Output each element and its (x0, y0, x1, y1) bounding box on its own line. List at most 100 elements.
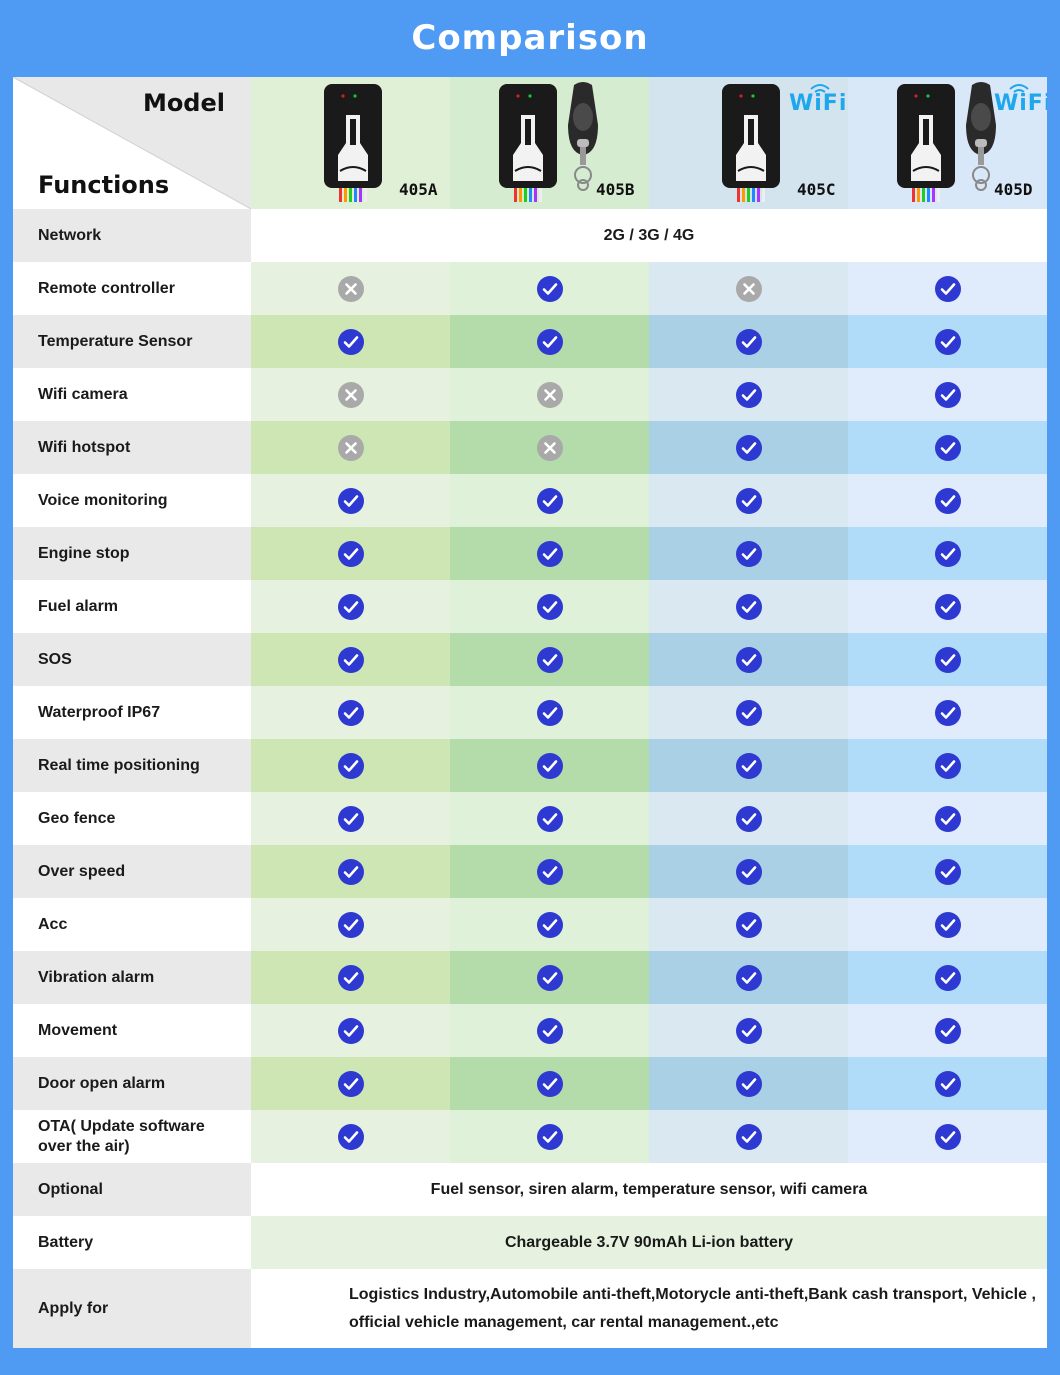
check-icon (934, 911, 961, 938)
wifi-signal-icon (1009, 84, 1029, 93)
cell-405d (848, 898, 1047, 951)
check-icon (337, 540, 364, 567)
row-label: SOS (13, 633, 251, 686)
corner-diagonal (13, 77, 251, 209)
cell-405a (251, 686, 450, 739)
row-label: Wifi hotspot (13, 421, 251, 474)
tracker-device-icon (897, 84, 955, 202)
cell-405c (649, 792, 848, 845)
check-icon (536, 752, 563, 779)
cell-405c (649, 686, 848, 739)
check-icon (934, 1017, 961, 1044)
wifi-signal-icon (810, 84, 830, 93)
cell-405d (848, 739, 1047, 792)
cell-405c (649, 262, 848, 315)
table-row: Door open alarm (13, 1057, 1047, 1110)
table-row: Geo fence (13, 792, 1047, 845)
cell-405c (649, 1004, 848, 1057)
cell-405d (848, 951, 1047, 1004)
check-icon (735, 911, 762, 938)
cell-405a (251, 368, 450, 421)
row-label: Temperature Sensor (13, 315, 251, 368)
row-label: Apply for (13, 1269, 251, 1348)
cell-405c (649, 1057, 848, 1110)
product-405b: 405B (450, 77, 649, 209)
cell-405b (450, 580, 649, 633)
row-label: Battery (13, 1216, 251, 1269)
wifi-label: WiFi (789, 91, 848, 116)
cell-405b (450, 368, 649, 421)
comparison-table: Model Functions 405A (13, 77, 1047, 1348)
cell-405a (251, 845, 450, 898)
cell-405a (251, 262, 450, 315)
table-row: Apply for Logistics Industry,Automobile a… (13, 1269, 1047, 1348)
check-icon (934, 328, 961, 355)
table-row: Temperature Sensor (13, 315, 1047, 368)
check-icon (536, 964, 563, 991)
check-icon (735, 964, 762, 991)
check-icon (934, 487, 961, 514)
cross-icon (536, 434, 563, 461)
span-value: 2G / 3G / 4G (251, 209, 1047, 262)
row-label: Voice monitoring (13, 474, 251, 527)
cell-405a (251, 474, 450, 527)
table-row: Network 2G / 3G / 4G (13, 209, 1047, 262)
remote-key-icon (966, 82, 996, 191)
remote-key-icon (568, 82, 598, 191)
cell-405c (649, 474, 848, 527)
cell-405b (450, 845, 649, 898)
cell-405d (848, 845, 1047, 898)
cell-405d (848, 792, 1047, 845)
span-value: Logistics Industry,Automobile anti-theft… (251, 1269, 1047, 1348)
row-label: Geo fence (13, 792, 251, 845)
cell-405a (251, 898, 450, 951)
tracker-device-icon (499, 84, 557, 202)
check-icon (536, 275, 563, 302)
table-row: Voice monitoring (13, 474, 1047, 527)
check-icon (536, 911, 563, 938)
check-icon (934, 699, 961, 726)
row-label: Remote controller (13, 262, 251, 315)
check-icon (536, 593, 563, 620)
cell-405c (649, 368, 848, 421)
cell-405d (848, 633, 1047, 686)
cell-405b (450, 474, 649, 527)
row-label: Network (13, 209, 251, 262)
check-icon (337, 805, 364, 832)
check-icon (337, 1017, 364, 1044)
check-icon (735, 858, 762, 885)
cell-405a (251, 315, 450, 368)
cell-405d (848, 368, 1047, 421)
cell-405a (251, 527, 450, 580)
table-row: SOS (13, 633, 1047, 686)
cell-405a (251, 739, 450, 792)
cell-405a (251, 792, 450, 845)
row-label: OTA( Update software over the air) (38, 1117, 205, 1155)
check-icon (735, 487, 762, 514)
product-name: 405D (994, 180, 1033, 199)
check-icon (337, 1070, 364, 1097)
check-icon (536, 1123, 563, 1150)
cell-405b (450, 951, 649, 1004)
cross-icon (337, 275, 364, 302)
cell-405d (848, 315, 1047, 368)
check-icon (536, 1070, 563, 1097)
table-row: OTA( Update software over the air) (13, 1110, 1047, 1163)
table-row: Acc (13, 898, 1047, 951)
check-icon (536, 646, 563, 673)
check-icon (536, 699, 563, 726)
row-label: Over speed (13, 845, 251, 898)
cell-405c (649, 739, 848, 792)
cross-icon (337, 381, 364, 408)
table-row: Real time positioning (13, 739, 1047, 792)
table-row: Battery Chargeable 3.7V 90mAh Li-ion batt… (13, 1216, 1047, 1269)
table-row: Wifi hotspot (13, 421, 1047, 474)
wifi-label: WiFi (994, 91, 1047, 116)
cross-icon (536, 381, 563, 408)
check-icon (735, 646, 762, 673)
product-405c: WiFi 405C (649, 77, 848, 209)
check-icon (735, 1070, 762, 1097)
cell-405a (251, 633, 450, 686)
check-icon (735, 699, 762, 726)
check-icon (735, 805, 762, 832)
